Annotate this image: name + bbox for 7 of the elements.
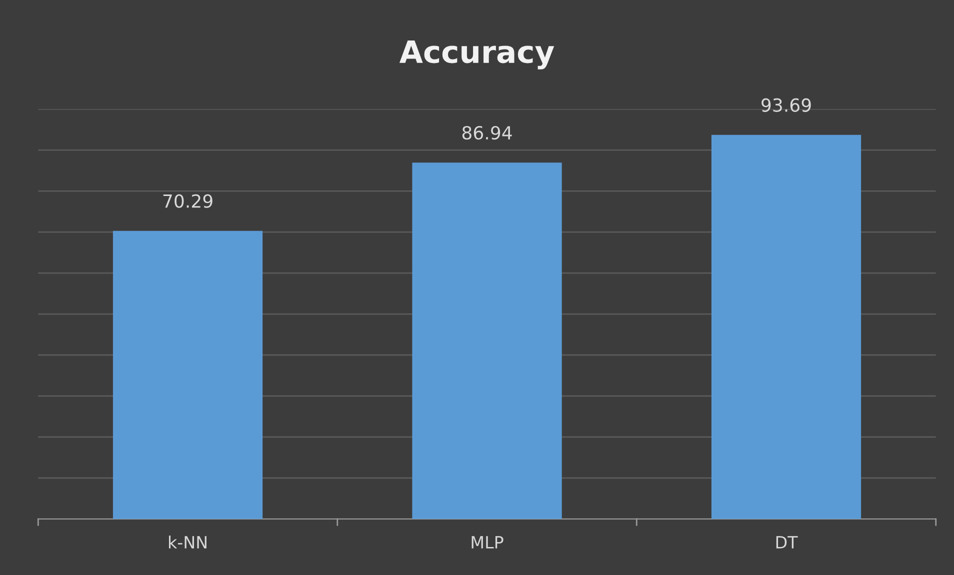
chart-title: Accuracy	[399, 40, 554, 70]
x-tick-label: k-NN	[168, 536, 206, 548]
x-tick-label: MLP	[472, 536, 504, 548]
data-label: 70.29	[163, 194, 212, 208]
x-tick-label: DT	[776, 536, 798, 548]
data-label: 86.94	[462, 126, 512, 140]
data-label: 93.69	[762, 98, 811, 112]
